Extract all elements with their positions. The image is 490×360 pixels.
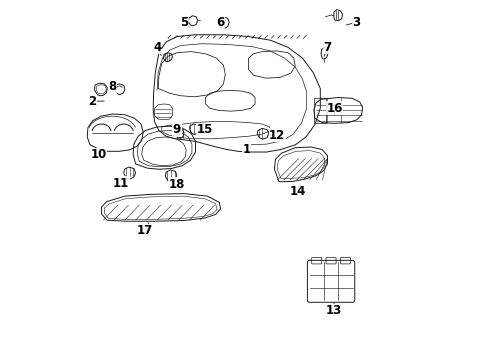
Text: 5: 5: [180, 16, 188, 29]
Text: 3: 3: [352, 16, 360, 29]
Text: 17: 17: [137, 224, 153, 238]
Text: 6: 6: [216, 16, 224, 29]
Text: 11: 11: [113, 177, 129, 190]
Text: 4: 4: [153, 41, 161, 54]
Text: 7: 7: [323, 41, 332, 54]
Text: 8: 8: [108, 80, 117, 93]
Text: 14: 14: [290, 185, 306, 198]
Text: 18: 18: [169, 178, 185, 191]
Text: 12: 12: [269, 129, 285, 142]
Text: 1: 1: [243, 143, 251, 156]
Text: 2: 2: [89, 95, 97, 108]
Text: 15: 15: [196, 123, 213, 136]
Text: 10: 10: [91, 148, 107, 161]
Text: 16: 16: [326, 102, 343, 115]
Text: 9: 9: [173, 123, 181, 136]
Text: 13: 13: [326, 305, 342, 318]
